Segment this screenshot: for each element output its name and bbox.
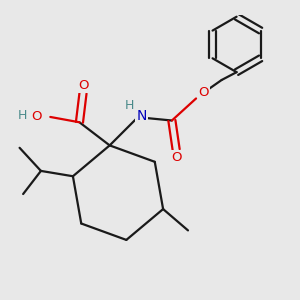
Text: O: O bbox=[79, 79, 89, 92]
Text: O: O bbox=[32, 110, 42, 123]
Text: H: H bbox=[18, 109, 28, 122]
Text: O: O bbox=[172, 151, 182, 164]
Text: H: H bbox=[124, 99, 134, 112]
Text: O: O bbox=[199, 85, 209, 99]
Text: N: N bbox=[136, 109, 147, 123]
